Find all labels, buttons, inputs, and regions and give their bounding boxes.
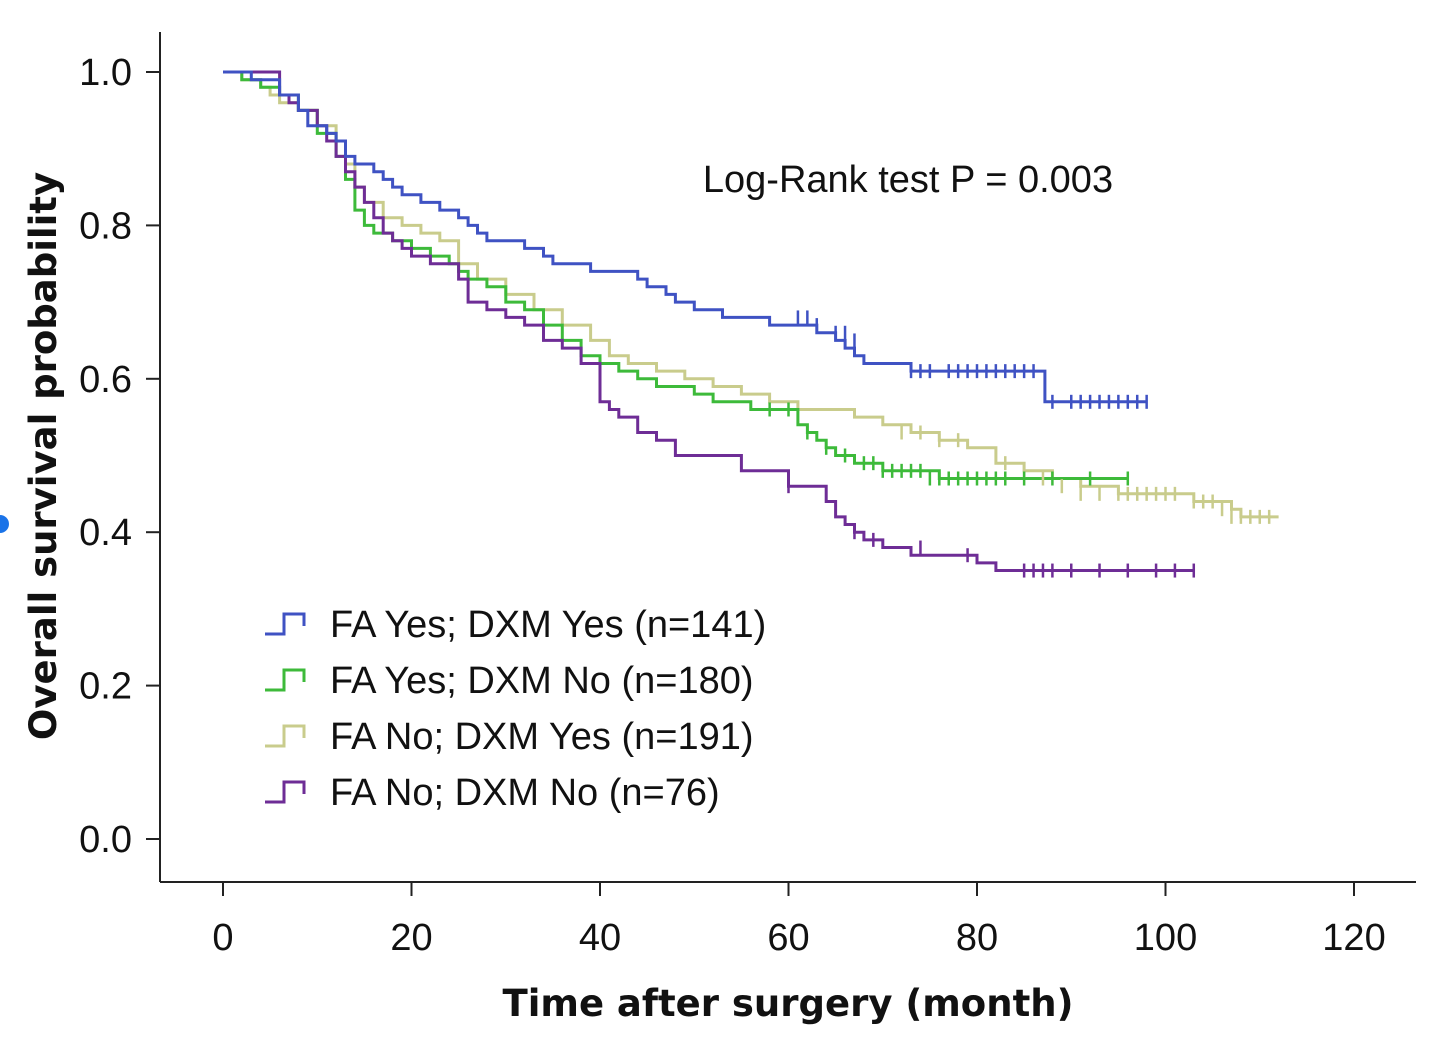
x-tick-label: 80 <box>956 917 998 959</box>
legend-label-series-3: FA No; DXM Yes (n=191) <box>330 716 754 758</box>
y-tick-label: 0.6 <box>79 359 132 401</box>
legend-swatch-series-3 <box>265 724 306 748</box>
y-tick-label: 0.8 <box>79 205 132 247</box>
censor-layer <box>768 310 1271 578</box>
legend-swatch-series-4 <box>265 780 306 804</box>
x-tick-label: 100 <box>1134 917 1197 959</box>
y-tick-label: 0.4 <box>79 512 132 554</box>
y-tick-label: 0.0 <box>79 819 132 861</box>
y-tick-label: 1.0 <box>79 52 132 94</box>
x-tick-label: 40 <box>579 917 621 959</box>
curves-layer <box>223 70 1279 572</box>
x-tick-label: 0 <box>212 917 233 959</box>
side-indicator-dot <box>0 515 9 533</box>
survival-curve-series-1 <box>223 70 1147 404</box>
legend-swatch-series-2 <box>265 668 306 692</box>
survival-curve-series-2 <box>223 70 1128 480</box>
legend-label-series-4: FA No; DXM No (n=76) <box>330 772 720 814</box>
legend-label-series-2: FA Yes; DXM No (n=180) <box>330 660 754 702</box>
y-tick-label: 0.2 <box>79 666 132 708</box>
x-tick-label: 60 <box>767 917 809 959</box>
legend-swatch-series-1 <box>265 612 306 636</box>
log-rank-annotation: Log-Rank test P = 0.003 <box>703 159 1113 201</box>
survival-curve-series-3 <box>223 70 1279 519</box>
survival-curve-series-4 <box>223 70 1194 572</box>
y-axis-title: Overall survival probability <box>22 172 65 740</box>
x-tick-label: 20 <box>390 917 432 959</box>
x-axis-title: Time after surgery (month) <box>502 982 1073 1025</box>
ticks-layer: 0.0 0.2 0.4 0.6 0.8 1.0 0 20 40 60 80 100 120 <box>79 52 1386 959</box>
legend-label-series-1: FA Yes; DXM Yes (n=141) <box>330 604 766 646</box>
legend: FA Yes; DXM Yes (n=141) FA Yes; DXM No (n… <box>265 604 766 814</box>
x-tick-label: 120 <box>1322 917 1385 959</box>
